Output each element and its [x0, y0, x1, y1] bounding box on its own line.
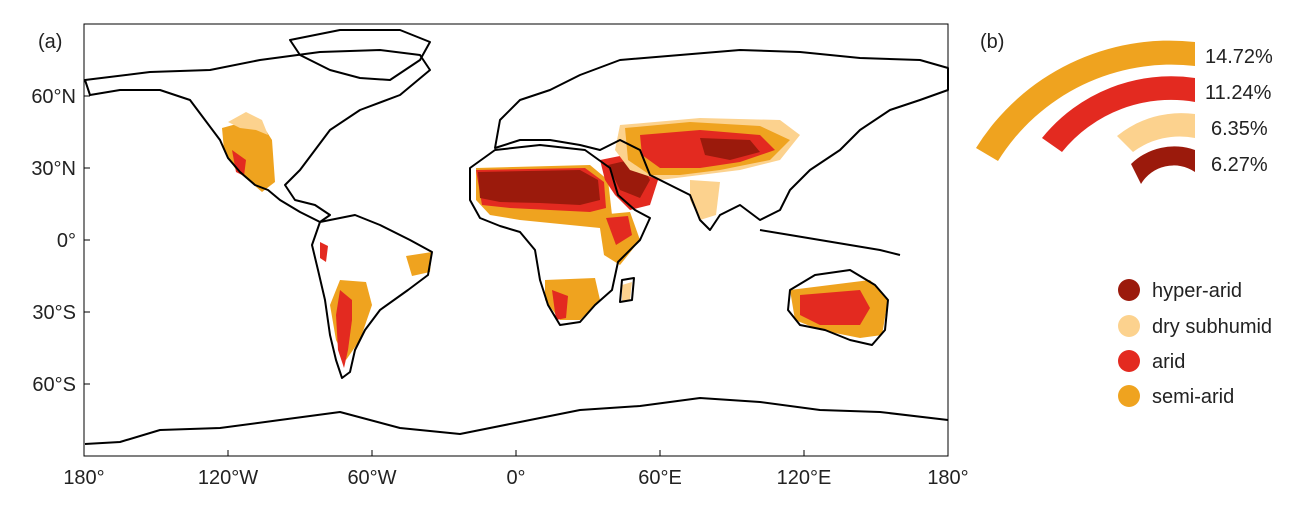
coast-madagascar [619, 277, 635, 303]
lat-label: 30°N [31, 158, 76, 180]
zone-madagascar [622, 282, 632, 302]
panel-b-label: (b) [980, 31, 1004, 53]
zone-sa-ne-semi-arid [406, 252, 432, 276]
coast-south-america [311, 214, 433, 379]
legend-swatch-semi-arid [1118, 385, 1140, 407]
arc-label-hyper-arid: 6.27% [1211, 154, 1268, 176]
zone-sa-arid [336, 290, 352, 368]
zone-na-arid [232, 150, 246, 176]
zone-sahara-hyper-arid [478, 170, 600, 205]
coast-north-america [84, 49, 431, 223]
legend-swatch-dry-subhumid [1118, 315, 1140, 337]
arc-arid [1042, 76, 1195, 152]
lon-label: 120°E [777, 467, 832, 489]
zone-australia-arid [800, 290, 870, 325]
axis-ticks [83, 95, 949, 456]
zone-na-dry-subhumid [228, 112, 268, 135]
lat-label: 30°S [32, 302, 76, 324]
arc-label-semi-arid: 14.72% [1205, 46, 1273, 68]
zone-asia-hyper-arid [700, 138, 760, 160]
coast-antarctica [84, 397, 949, 445]
lat-label: 60°S [32, 374, 76, 396]
panel-a-label: (a) [38, 31, 62, 53]
coast-indonesia [759, 229, 901, 256]
lon-label: 60°E [638, 467, 682, 489]
zone-india [690, 180, 720, 220]
coast-eurasia [494, 49, 949, 231]
map-panel: (a) 60°N 30°N 0° 30°S 60°S 180° 120°W 60… [31, 23, 969, 489]
arc-panel: (b) 14.72% 11.24% 6.35% 6.27% [976, 31, 1273, 184]
legend-label: arid [1152, 351, 1185, 373]
lon-label: 180° [63, 467, 104, 489]
legend-label: semi-arid [1152, 386, 1234, 408]
coastlines [84, 29, 949, 445]
zone-horn-arid [606, 216, 632, 245]
legend-swatch-arid [1118, 350, 1140, 372]
lon-label: 180° [927, 467, 968, 489]
zone-south-africa-arid [552, 290, 568, 320]
legend-swatch-hyper-arid [1118, 279, 1140, 301]
zone-na-semi-arid [222, 118, 275, 192]
coast-australia [787, 269, 889, 346]
legend-label: hyper-arid [1152, 280, 1242, 302]
lon-label: 60°W [347, 467, 396, 489]
lat-label: 60°N [31, 86, 76, 108]
lat-label: 0° [57, 230, 76, 252]
aridity-zones [222, 112, 888, 368]
legend-label: dry subhumid [1152, 316, 1272, 338]
legend: hyper-arid dry subhumid arid semi-arid [1118, 279, 1272, 408]
lon-label: 0° [506, 467, 525, 489]
zone-sa-west [320, 242, 328, 262]
arc-semi-arid [976, 40, 1195, 161]
arc-dry-subhumid [1117, 113, 1195, 152]
longitude-labels: 180° 120°W 60°W 0° 60°E 120°E 180° [63, 467, 968, 489]
arc-value-labels: 14.72% 11.24% 6.35% 6.27% [1205, 46, 1273, 176]
arc-label-dry-subhumid: 6.35% [1211, 118, 1268, 140]
lon-label: 120°W [198, 467, 258, 489]
arc-label-arid: 11.24% [1205, 82, 1272, 104]
coast-greenland [289, 29, 431, 81]
latitude-labels: 60°N 30°N 0° 30°S 60°S [31, 86, 76, 396]
coast-africa [469, 144, 651, 326]
arc-hyper-arid [1131, 146, 1195, 184]
